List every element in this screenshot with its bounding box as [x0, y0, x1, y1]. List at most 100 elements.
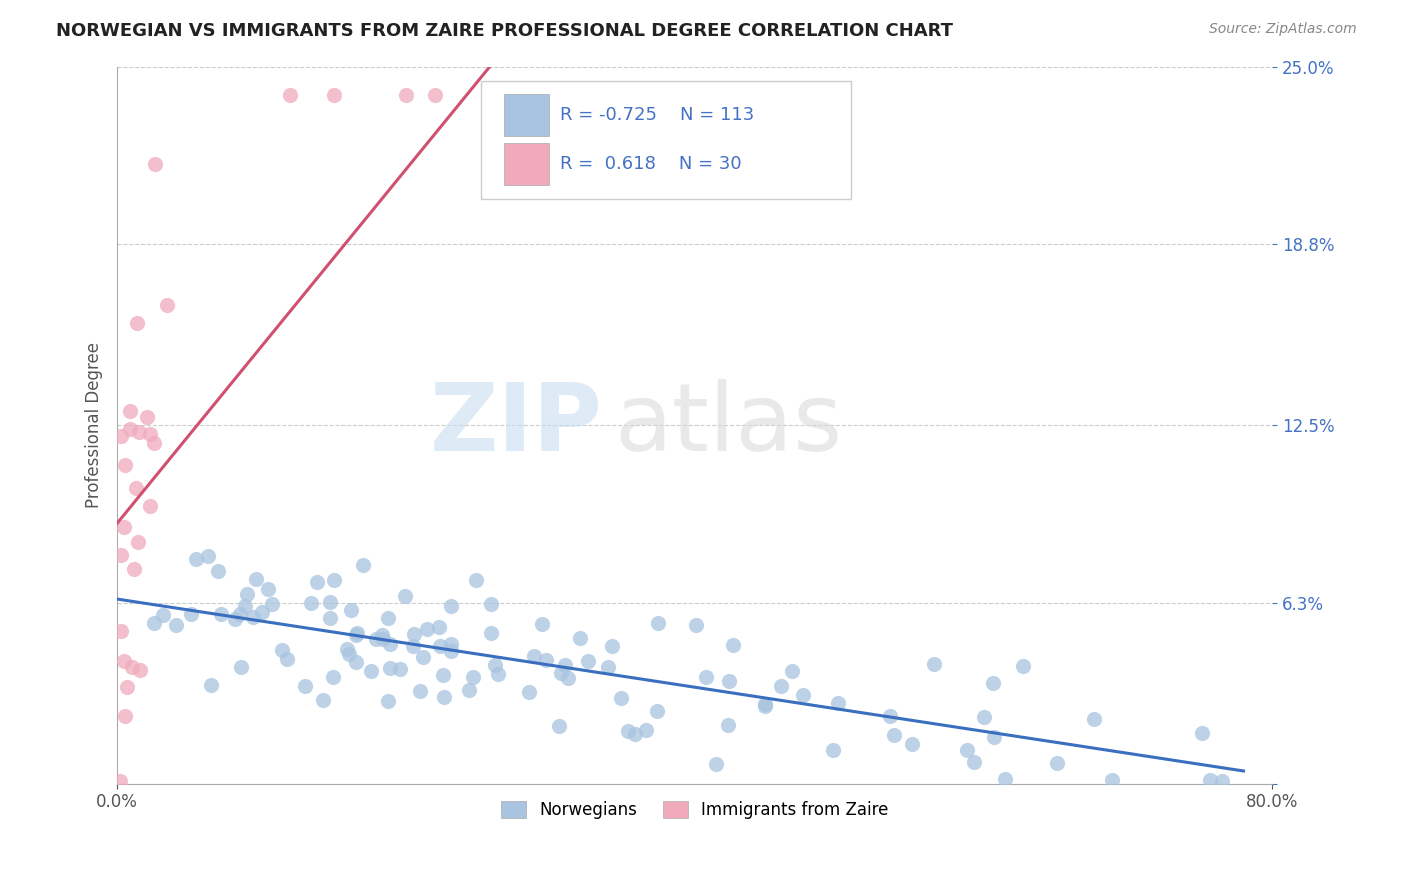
- Point: [517, 684, 540, 698]
- Point: [457, 682, 479, 697]
- Point: [360, 664, 382, 678]
- Point: [481, 626, 503, 640]
- Point: [647, 615, 669, 630]
- Point: [270, 642, 292, 657]
- Point: [717, 718, 740, 732]
- Point: [1211, 773, 1233, 788]
- Point: [440, 599, 463, 614]
- Point: [129, 663, 152, 677]
- Point: [463, 670, 485, 684]
- Point: [352, 558, 374, 573]
- Point: [394, 590, 416, 604]
- Point: [322, 88, 344, 103]
- Point: [207, 564, 229, 578]
- Point: [956, 743, 979, 757]
- Point: [598, 660, 620, 674]
- Point: [136, 409, 159, 424]
- Point: [250, 606, 273, 620]
- Point: [610, 690, 633, 705]
- Point: [110, 624, 132, 638]
- Point: [307, 574, 329, 589]
- Point: [780, 664, 803, 678]
- Text: R =  0.618    N = 30: R = 0.618 N = 30: [560, 155, 741, 173]
- Point: [378, 637, 401, 651]
- Point: [440, 637, 463, 651]
- Text: atlas: atlas: [614, 379, 842, 471]
- Point: [260, 597, 283, 611]
- Point: [110, 773, 132, 788]
- Point: [395, 88, 418, 103]
- Point: [423, 88, 446, 103]
- Point: [973, 710, 995, 724]
- Point: [578, 654, 600, 668]
- Point: [344, 655, 367, 669]
- Point: [233, 599, 256, 614]
- Point: [377, 611, 399, 625]
- Point: [110, 429, 132, 443]
- Point: [994, 772, 1017, 786]
- Point: [401, 639, 423, 653]
- Point: [409, 683, 432, 698]
- Point: [229, 660, 252, 674]
- Point: [121, 659, 143, 673]
- Point: [200, 678, 222, 692]
- Point: [299, 596, 322, 610]
- Point: [429, 620, 451, 634]
- Point: [125, 316, 148, 330]
- Point: [143, 156, 166, 170]
- Point: [685, 617, 707, 632]
- Point: [695, 670, 717, 684]
- Point: [319, 594, 342, 608]
- Point: [180, 607, 202, 621]
- Point: [1101, 773, 1123, 788]
- Point: [883, 727, 905, 741]
- Point: [717, 673, 740, 688]
- Point: [531, 617, 554, 632]
- Point: [479, 597, 502, 611]
- Point: [319, 611, 342, 625]
- Point: [311, 693, 333, 707]
- Text: NORWEGIAN VS IMMIGRANTS FROM ZAIRE PROFESSIONAL DEGREE CORRELATION CHART: NORWEGIAN VS IMMIGRANTS FROM ZAIRE PROFE…: [56, 22, 953, 40]
- FancyBboxPatch shape: [505, 94, 550, 136]
- Point: [754, 698, 776, 713]
- Point: [823, 743, 845, 757]
- Point: [827, 697, 849, 711]
- Point: [486, 666, 509, 681]
- Point: [465, 573, 488, 587]
- Point: [128, 425, 150, 439]
- Y-axis label: Professional Degree: Professional Degree: [86, 343, 103, 508]
- Point: [389, 662, 412, 676]
- Point: [624, 727, 647, 741]
- Point: [340, 603, 363, 617]
- Legend: Norwegians, Immigrants from Zaire: Norwegians, Immigrants from Zaire: [495, 794, 896, 826]
- Point: [416, 623, 439, 637]
- Point: [114, 458, 136, 472]
- Point: [127, 534, 149, 549]
- Point: [118, 422, 141, 436]
- Point: [523, 648, 546, 663]
- Point: [209, 607, 232, 621]
- Point: [754, 697, 776, 711]
- Point: [981, 676, 1004, 690]
- Point: [900, 737, 922, 751]
- Point: [432, 668, 454, 682]
- Point: [1083, 712, 1105, 726]
- Text: Source: ZipAtlas.com: Source: ZipAtlas.com: [1209, 22, 1357, 37]
- Point: [534, 653, 557, 667]
- Point: [197, 549, 219, 563]
- Point: [229, 607, 252, 622]
- Point: [616, 724, 638, 739]
- Point: [115, 681, 138, 695]
- Point: [510, 88, 533, 103]
- Point: [983, 731, 1005, 745]
- FancyBboxPatch shape: [505, 143, 550, 186]
- Point: [276, 652, 298, 666]
- Point: [224, 612, 246, 626]
- Point: [125, 481, 148, 495]
- Point: [257, 582, 280, 596]
- Point: [550, 665, 572, 680]
- Point: [152, 607, 174, 622]
- Point: [378, 661, 401, 675]
- Point: [336, 642, 359, 657]
- Point: [371, 632, 394, 646]
